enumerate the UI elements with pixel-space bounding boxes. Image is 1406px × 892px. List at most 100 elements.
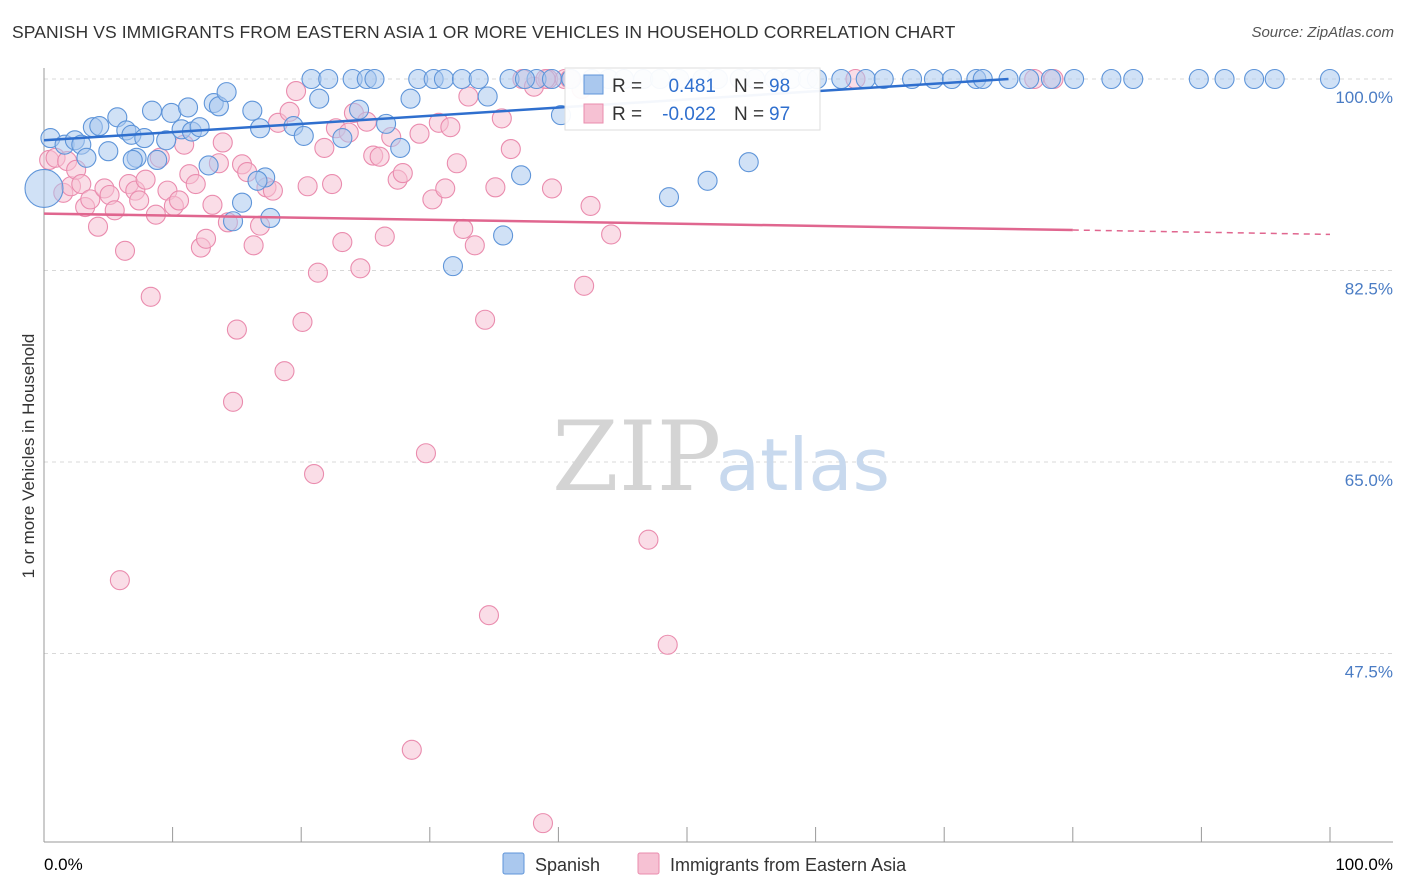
point-spanish-97 <box>122 149 143 171</box>
stats-r-value-immigrants: -0.022 <box>662 104 716 125</box>
point-spanish-49 <box>451 68 473 90</box>
point-immigrants-71 <box>446 153 467 174</box>
point-spanish-44 <box>400 88 421 109</box>
point-spanish-75 <box>873 68 894 90</box>
point-immigrants-69 <box>435 178 456 199</box>
stats-swatch-spanish <box>583 74 604 95</box>
stats-swatch-immigrants <box>583 103 604 124</box>
chart-title: SPANISH VS IMMIGRANTS FROM EASTERN ASIA … <box>12 22 956 42</box>
point-immigrants-6 <box>71 174 92 195</box>
point-spanish-34 <box>301 68 322 90</box>
trend-lines <box>43 77 1331 236</box>
point-spanish-78 <box>941 68 962 90</box>
point-spanish-74 <box>855 68 876 90</box>
y-tick-label-2: 65.0% <box>1345 471 1393 490</box>
point-immigrants-45 <box>286 80 307 102</box>
point-immigrants-79 <box>500 138 521 160</box>
point-immigrants-51 <box>322 174 343 195</box>
legend: Spanish Immigrants from Eastern Asia <box>502 852 907 875</box>
stats-r-value-spanish: 0.481 <box>668 76 716 97</box>
point-spanish-88 <box>1214 68 1235 90</box>
point-spanish-77 <box>923 68 944 90</box>
point-immigrants-13 <box>109 570 130 591</box>
watermark-atlas: atlas <box>716 423 890 507</box>
stats-box-bg <box>564 67 821 131</box>
x-tick-labels: 0.0% 100.0% <box>44 855 1393 874</box>
point-immigrants-91 <box>601 224 622 245</box>
stats-n-value-spanish: 98 <box>769 76 790 97</box>
legend-label-spanish[interactable]: Spanish <box>535 855 600 875</box>
point-spanish-56 <box>541 68 563 90</box>
point-immigrants-77 <box>485 177 506 198</box>
point-spanish-22 <box>198 155 219 176</box>
point-immigrants-32 <box>212 132 233 153</box>
point-spanish-17 <box>161 102 182 123</box>
point-spanish-41 <box>364 68 385 90</box>
point-spanish-13 <box>134 128 155 149</box>
point-immigrants-34 <box>222 391 244 412</box>
point-immigrants-27 <box>185 174 206 195</box>
point-immigrants-30 <box>202 194 223 215</box>
point-immigrants-63 <box>392 163 413 184</box>
point-immigrants-72 <box>453 218 474 239</box>
x-tick-label-min: 0.0% <box>44 855 83 874</box>
point-spanish-27 <box>231 192 253 213</box>
point-immigrants-46 <box>292 311 313 332</box>
point-immigrants-85 <box>532 813 554 834</box>
point-immigrants-74 <box>464 235 485 256</box>
legend-label-immigrants[interactable]: Immigrants from Eastern Asia <box>670 855 907 875</box>
point-immigrants-29 <box>195 228 217 249</box>
y-tick-labels: 100.0% 82.5% 65.0% 47.5% <box>1335 88 1393 682</box>
point-spanish-8 <box>98 141 119 162</box>
point-immigrants-17 <box>129 190 150 211</box>
point-spanish-86 <box>1123 68 1144 90</box>
point-immigrants-89 <box>541 178 563 199</box>
source-label: Source: ZipAtlas.com <box>1251 24 1394 41</box>
point-spanish-96 <box>247 170 268 191</box>
point-spanish-19 <box>177 97 199 118</box>
stats-n-value-immigrants: 97 <box>769 104 790 125</box>
point-immigrants-38 <box>243 235 264 256</box>
y-axis-title: 1 or more Vehicles in Household <box>19 334 38 579</box>
point-spanish-90 <box>1264 68 1285 90</box>
watermark: ZIP atlas <box>552 401 890 513</box>
point-immigrants-18 <box>135 169 156 190</box>
point-immigrants-56 <box>350 258 371 279</box>
point-immigrants-78 <box>491 108 512 129</box>
trend-line-spanish <box>43 77 1009 142</box>
stats-n-label-spanish: N = <box>734 76 764 97</box>
trend-line-immigrants-extension <box>1072 229 1331 236</box>
point-spanish-85 <box>1101 68 1122 90</box>
point-immigrants-65 <box>409 123 430 144</box>
point-immigrants-86 <box>574 275 595 296</box>
point-spanish-14 <box>141 100 163 121</box>
point-immigrants-19 <box>140 286 161 307</box>
stats-r-label-immigrants: R = <box>612 104 642 125</box>
trend-line-immigrants <box>43 212 1073 232</box>
point-immigrants-49 <box>307 262 328 283</box>
point-spanish-73 <box>831 68 852 90</box>
y-tick-label-0: 100.0% <box>1335 88 1393 107</box>
point-spanish-35 <box>309 88 330 109</box>
y-tick-label-1: 82.5% <box>1345 280 1393 299</box>
point-spanish-84 <box>1064 68 1085 90</box>
point-spanish-16 <box>156 130 177 151</box>
point-spanish-54 <box>511 165 532 186</box>
legend-swatch-spanish[interactable] <box>502 852 525 875</box>
stats-n-label-immigrants: N = <box>734 104 764 125</box>
point-spanish-5 <box>76 147 97 168</box>
legend-swatch-immigrants[interactable] <box>637 852 660 875</box>
point-spanish-92 <box>658 187 680 208</box>
point-immigrants-35 <box>226 319 247 340</box>
point-spanish-83 <box>1040 68 1061 90</box>
x-tick-label-max: 100.0% <box>1335 855 1393 874</box>
point-immigrants-75 <box>475 309 496 330</box>
point-spanish-82 <box>1019 68 1040 90</box>
point-immigrants-48 <box>304 463 325 485</box>
point-spanish-7 <box>89 116 110 137</box>
point-spanish-36 <box>318 68 339 90</box>
point-immigrants-90 <box>580 195 601 216</box>
point-immigrants-66 <box>415 443 436 464</box>
point-spanish-29 <box>249 118 271 139</box>
